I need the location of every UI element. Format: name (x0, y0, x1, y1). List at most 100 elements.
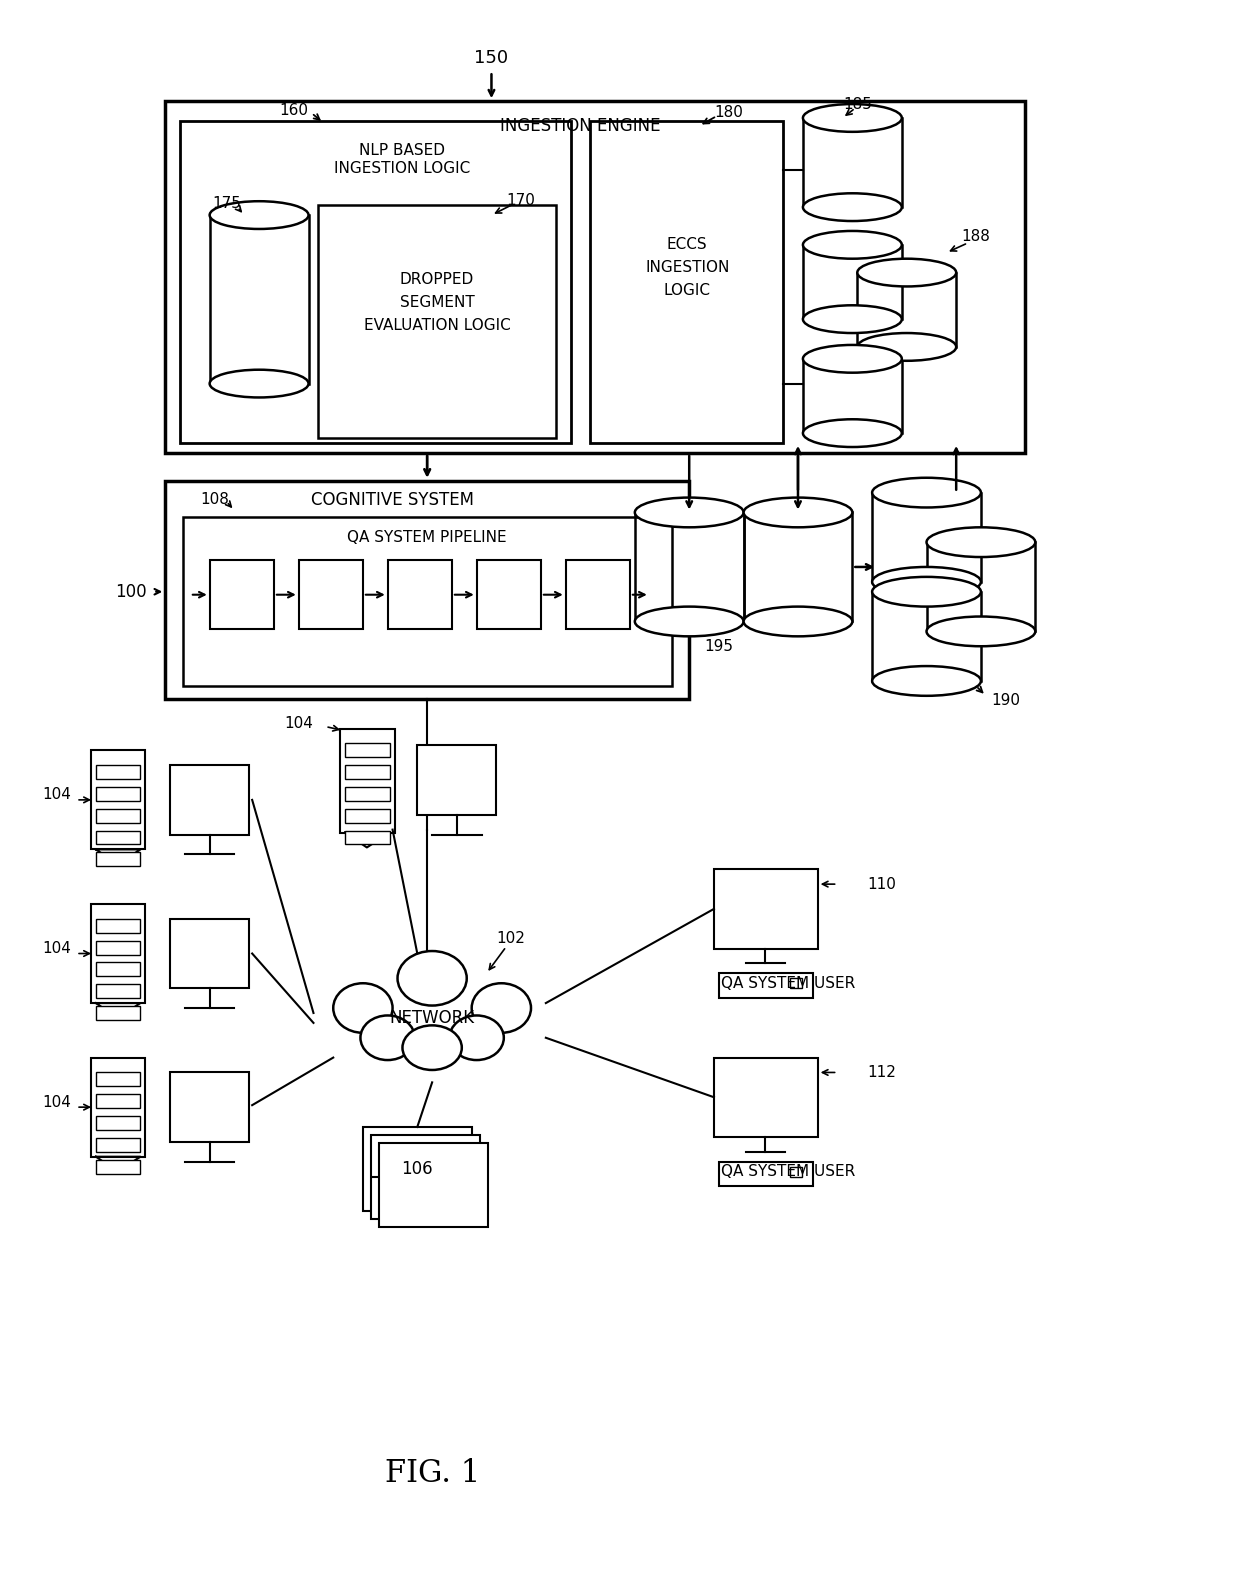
Ellipse shape (210, 370, 309, 398)
Bar (95, 941, 140, 955)
Bar (95, 985, 140, 999)
Bar (345, 744, 389, 757)
Text: 188: 188 (961, 230, 991, 244)
Ellipse shape (334, 983, 393, 1033)
Bar (804, 359, 901, 433)
Text: ECCS: ECCS (667, 238, 708, 252)
Text: NLP BASED: NLP BASED (360, 143, 445, 159)
Bar (744, 513, 852, 621)
Text: QA SYSTEM USER: QA SYSTEM USER (720, 1164, 856, 1180)
Bar (319, 204, 556, 439)
Bar (170, 919, 249, 988)
Ellipse shape (804, 344, 901, 373)
Text: 104: 104 (42, 788, 71, 802)
Text: 100: 100 (115, 582, 146, 601)
Text: 102: 102 (497, 931, 526, 945)
Bar (790, 978, 802, 988)
Bar (91, 1057, 145, 1156)
Bar (95, 963, 140, 977)
Bar (165, 481, 689, 698)
Text: 150: 150 (475, 49, 508, 68)
Ellipse shape (635, 607, 744, 637)
Ellipse shape (744, 497, 852, 527)
Text: EVALUATION LOGIC: EVALUATION LOGIC (363, 318, 511, 332)
Bar (714, 1057, 817, 1137)
Bar (363, 1126, 471, 1211)
Ellipse shape (804, 305, 901, 333)
Text: FIG. 1: FIG. 1 (384, 1458, 480, 1490)
Text: 190: 190 (991, 694, 1021, 708)
Ellipse shape (857, 333, 956, 360)
Bar (371, 1134, 480, 1219)
Ellipse shape (872, 665, 981, 695)
Bar (170, 1073, 249, 1142)
Bar (184, 518, 672, 686)
Ellipse shape (635, 497, 744, 527)
Bar (388, 560, 451, 629)
Text: 110: 110 (867, 876, 897, 892)
Bar (590, 121, 784, 444)
Bar (804, 245, 901, 319)
Ellipse shape (926, 617, 1035, 647)
Text: 160: 160 (279, 102, 309, 118)
Text: COGNITIVE SYSTEM: COGNITIVE SYSTEM (311, 491, 474, 508)
Ellipse shape (804, 104, 901, 132)
Ellipse shape (471, 983, 531, 1033)
Text: QA SYSTEM PIPELINE: QA SYSTEM PIPELINE (347, 530, 507, 544)
Bar (345, 809, 389, 823)
Bar (340, 728, 394, 832)
Text: 112: 112 (867, 1065, 897, 1081)
Text: 180: 180 (714, 105, 743, 121)
Bar (790, 1167, 802, 1177)
Bar (180, 121, 570, 444)
Text: QA SYSTEM USER: QA SYSTEM USER (720, 975, 856, 991)
Bar (170, 764, 249, 835)
Bar (95, 1117, 140, 1129)
Ellipse shape (872, 478, 981, 508)
Bar (95, 919, 140, 933)
Bar (95, 831, 140, 845)
Bar (804, 118, 901, 208)
Bar (476, 560, 541, 629)
Bar (635, 513, 744, 621)
Bar (91, 750, 145, 849)
Text: INGESTION ENGINE: INGESTION ENGINE (500, 116, 661, 135)
Bar (345, 831, 389, 845)
Bar (95, 1137, 140, 1151)
Text: INGESTION: INGESTION (645, 260, 729, 275)
Bar (91, 904, 145, 1004)
Ellipse shape (804, 193, 901, 222)
Text: LOGIC: LOGIC (663, 283, 711, 297)
Bar (345, 786, 389, 801)
Text: 170: 170 (507, 193, 536, 208)
Bar (857, 272, 956, 348)
Bar (95, 1073, 140, 1087)
Ellipse shape (804, 231, 901, 258)
Ellipse shape (361, 1016, 415, 1060)
Bar (95, 1159, 140, 1173)
Text: 195: 195 (704, 639, 733, 654)
Bar (165, 101, 1025, 453)
Text: SEGMENT: SEGMENT (399, 294, 475, 310)
Text: 106: 106 (402, 1159, 433, 1178)
Bar (719, 974, 812, 999)
Bar (95, 1095, 140, 1107)
Bar (95, 764, 140, 779)
Bar (714, 870, 817, 949)
Ellipse shape (926, 527, 1035, 557)
Bar (418, 746, 496, 815)
Ellipse shape (403, 1026, 461, 1070)
Ellipse shape (449, 1016, 503, 1060)
Bar (565, 560, 630, 629)
Text: 108: 108 (200, 492, 229, 507)
Text: NETWORK: NETWORK (389, 1008, 475, 1027)
Bar (95, 853, 140, 867)
Text: 104: 104 (42, 941, 71, 956)
Ellipse shape (398, 952, 466, 1005)
Ellipse shape (872, 577, 981, 607)
Bar (345, 764, 389, 779)
Bar (95, 1007, 140, 1019)
Bar (719, 1161, 812, 1186)
Ellipse shape (210, 201, 309, 230)
Bar (210, 560, 274, 629)
